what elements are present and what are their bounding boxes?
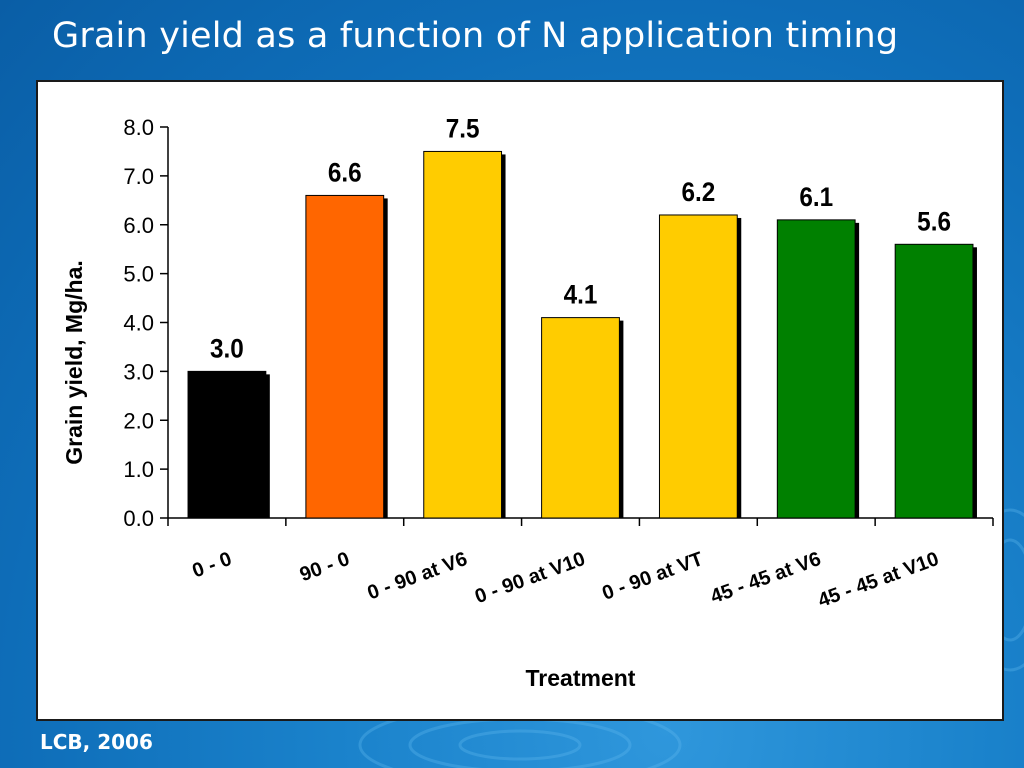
x-tick-label: 0 - 90 at V10 [472,548,588,608]
bar-chart: 0.0 1.0 2.0 3.0 4.0 5.0 6.0 7.0 8.0 3.0 0 - 0 6.6 90… [61,114,994,691]
x-tick-label: 45 - 45 at V6 [708,548,824,608]
bar [423,150,503,519]
data-label: 6.1 [799,183,833,212]
chart-panel: 0.0 1.0 2.0 3.0 4.0 5.0 6.0 7.0 8.0 3.0 0 - 0 6.6 90… [36,80,1004,721]
y-tick-label: 3.0 [123,359,154,384]
data-label: 6.6 [328,158,362,187]
bar [541,317,620,519]
bar [894,243,974,519]
x-tick-label: 45 - 45 at V10 [815,548,942,612]
x-tick-label: 0 - 0 [189,548,234,582]
y-tick-label: 7.0 [123,164,154,189]
y-tick-label: 6.0 [123,213,154,238]
y-tick-label: 4.0 [123,311,154,336]
y-tick-label: 0.0 [123,506,154,531]
y-axis-title: Grain yield, Mg/ha. [61,260,87,464]
y-tick-label: 1.0 [123,457,154,482]
data-label: 5.6 [917,207,951,236]
y-tick-label: 5.0 [123,262,154,287]
y-tick-label: 8.0 [123,115,154,140]
x-tick-label: 90 - 0 [297,548,353,586]
data-label: 4.1 [564,280,598,309]
data-label: 3.0 [210,334,244,363]
slide-title: Grain yield as a function of N applicati… [52,16,899,56]
data-label: 7.5 [446,114,480,143]
data-label: 6.2 [681,178,715,207]
x-tick-label: 0 - 90 at VT [599,548,706,605]
footer-citation: LCB, 2006 [40,730,153,754]
bar [187,370,267,519]
y-tick-label: 2.0 [123,408,154,433]
bar [776,219,856,519]
x-tick-label: 0 - 90 at V6 [365,548,471,604]
bar [305,194,385,519]
bar [658,214,738,519]
x-axis-title: Treatment [526,665,636,691]
